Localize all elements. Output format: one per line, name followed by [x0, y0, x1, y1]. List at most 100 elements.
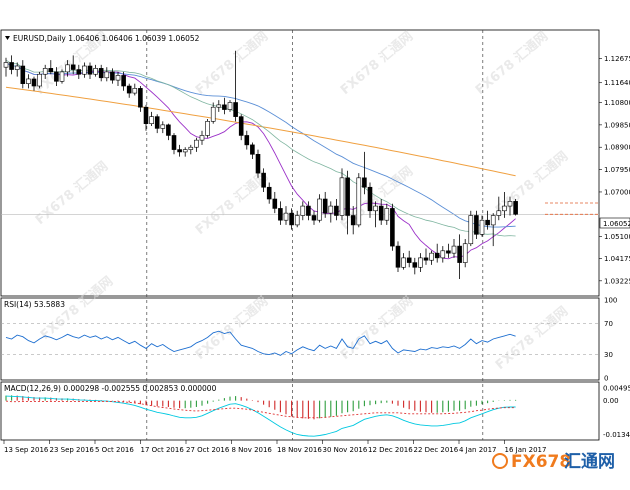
- brand-part2: 汇通网: [564, 452, 615, 472]
- brand-part1: FX678: [511, 452, 571, 472]
- candle-body: [87, 65, 93, 75]
- candle-body: [82, 65, 87, 75]
- candle-body: [177, 149, 182, 153]
- candle-body: [401, 257, 406, 268]
- time-tick-label: 18 Nov 2016: [277, 446, 322, 454]
- candle-body: [222, 104, 227, 110]
- price-tick-label: 1.08900: [604, 144, 630, 152]
- candle-body: [395, 245, 401, 268]
- candle-body: [70, 64, 76, 70]
- candle-body: [149, 116, 154, 124]
- brand-logo: FX678 汇通网: [492, 452, 615, 472]
- candle-body: [311, 215, 317, 221]
- candle-body: [115, 75, 121, 81]
- watermark-text: FX678 汇通网: [337, 293, 416, 363]
- candle-body: [350, 215, 356, 226]
- rsi-indicator: 100 70 30 0: [1, 297, 617, 383]
- current-price-box: [599, 217, 630, 229]
- candle-body: [210, 106, 216, 122]
- candle-body: [171, 135, 177, 150]
- price-header: EURUSD,Daily 1.06406 1.06406 1.06039 1.0…: [13, 34, 200, 43]
- watermark-text: FX678 汇通网: [337, 28, 416, 98]
- candle-body: [317, 198, 322, 221]
- candle-body: [244, 135, 250, 146]
- candle-body: [238, 116, 244, 136]
- candle-body: [126, 85, 132, 94]
- candle-body: [412, 262, 418, 268]
- candle-body: [440, 250, 446, 259]
- moving-averages: [1, 59, 599, 260]
- time-tick-label: 13 Sep 2016: [4, 446, 49, 454]
- candle-body: [362, 177, 367, 188]
- candle-body: [479, 219, 485, 235]
- macd-pane-frame: [0, 381, 600, 441]
- candle-body: [261, 172, 266, 188]
- price-tick-label: 1.03225: [604, 277, 630, 285]
- macd-indicator: 0.004956 0.00 -0.013452: [5, 385, 630, 439]
- candle-body: [406, 257, 412, 263]
- candle-body: [188, 146, 194, 150]
- candle-body: [418, 257, 423, 268]
- time-tick-label: 12 Dec 2016: [368, 446, 413, 454]
- candle-body: [98, 68, 104, 79]
- candle-body: [339, 177, 345, 216]
- time-tick-label: 4 Jan 2017: [459, 446, 497, 454]
- rsi-header: RSI(14) 53.5883: [4, 300, 65, 309]
- macd-signal-line: [5, 400, 516, 419]
- rsi-tick-label: 30: [604, 351, 613, 359]
- candle-body: [367, 186, 373, 212]
- candle-body: [345, 177, 350, 216]
- time-tick-label: 27 Oct 2016: [186, 446, 230, 454]
- candle-body: [266, 186, 272, 200]
- price-tick-label: 1.12675: [604, 55, 630, 63]
- candle-body: [121, 75, 126, 87]
- candle-body: [378, 205, 384, 221]
- candle-body: [216, 104, 222, 108]
- candle-body: [143, 106, 149, 124]
- time-tick-label: 23 Sep 2016: [50, 446, 95, 454]
- candle-body: [294, 215, 300, 226]
- candle-body: [490, 215, 496, 226]
- time-tick-label: 22 Dec 2016: [414, 446, 459, 454]
- candle-body: [9, 62, 14, 70]
- candle-body: [182, 149, 188, 153]
- rsi-tick-label: 100: [604, 297, 617, 305]
- candle-body: [3, 62, 9, 68]
- price-tick-label: 1.04175: [604, 255, 630, 263]
- ma-mid-line: [5, 62, 516, 228]
- candle-body: [434, 252, 440, 259]
- price-tick-label: 1.10800: [604, 99, 630, 107]
- chart-menu-icon[interactable]: [5, 36, 10, 40]
- candle-body: [233, 102, 238, 117]
- candle-body: [199, 135, 205, 141]
- candle-body: [429, 252, 434, 261]
- candle-body: [328, 205, 334, 214]
- candle-body: [227, 102, 233, 110]
- price-tick-label: 1.09850: [604, 121, 630, 129]
- candle-body: [250, 144, 255, 155]
- watermark-text: FX678 汇通网: [472, 28, 551, 98]
- candle-body: [507, 201, 513, 207]
- candle-body: [300, 205, 306, 216]
- candle-body: [31, 78, 37, 87]
- candle-body: [283, 212, 289, 221]
- watermark-text: FX678 汇通网: [492, 303, 571, 373]
- candle-body: [513, 201, 518, 215]
- candle-body: [255, 153, 261, 174]
- macd-line: [5, 395, 516, 437]
- candle-body: [356, 177, 362, 226]
- candle-body: [278, 208, 283, 221]
- candle-body: [138, 88, 143, 108]
- macd-tick-label: 0.004956: [603, 385, 630, 393]
- watermark-text: FX678 汇通网: [192, 293, 271, 363]
- ma-fast-line: [5, 62, 516, 260]
- candle-body: [20, 65, 26, 84]
- candle-body: [446, 250, 451, 254]
- rsi-line: [5, 330, 516, 356]
- candle-body: [54, 71, 59, 82]
- ma-slow-line: [5, 59, 516, 237]
- candle-body: [334, 205, 339, 216]
- time-axis: 13 Sep 2016 23 Sep 2016 5 Oct 2016 17 Oct 2…: [3, 440, 546, 454]
- candle-body: [485, 219, 490, 226]
